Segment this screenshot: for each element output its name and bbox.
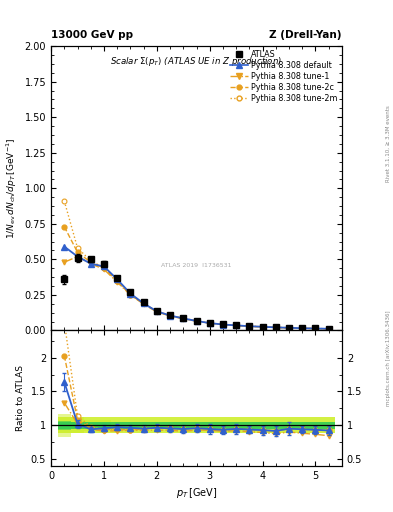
Y-axis label: Ratio to ATLAS: Ratio to ATLAS (16, 365, 25, 431)
Text: Rivet 3.1.10, ≥ 3.3M events: Rivet 3.1.10, ≥ 3.3M events (386, 105, 391, 182)
Text: 13000 GeV pp: 13000 GeV pp (51, 30, 133, 40)
Text: ATLAS 2019  I1736531: ATLAS 2019 I1736531 (161, 263, 232, 268)
Legend: ATLAS, Pythia 8.308 default, Pythia 8.308 tune-1, Pythia 8.308 tune-2c, Pythia 8: ATLAS, Pythia 8.308 default, Pythia 8.30… (229, 49, 340, 105)
Y-axis label: $1/N_\mathrm{ev}\,dN_\mathrm{ch}/dp_T\,[\mathrm{GeV}^{-1}]$: $1/N_\mathrm{ev}\,dN_\mathrm{ch}/dp_T\,[… (5, 138, 19, 239)
Text: mcplots.cern.ch [arXiv:1306.3436]: mcplots.cern.ch [arXiv:1306.3436] (386, 311, 391, 406)
X-axis label: $p_T\,[\mathrm{GeV}]$: $p_T\,[\mathrm{GeV}]$ (176, 486, 217, 500)
Text: Scalar $\Sigma(p_T)$ (ATLAS UE in Z production): Scalar $\Sigma(p_T)$ (ATLAS UE in Z prod… (110, 55, 283, 68)
Text: Z (Drell-Yan): Z (Drell-Yan) (270, 30, 342, 40)
